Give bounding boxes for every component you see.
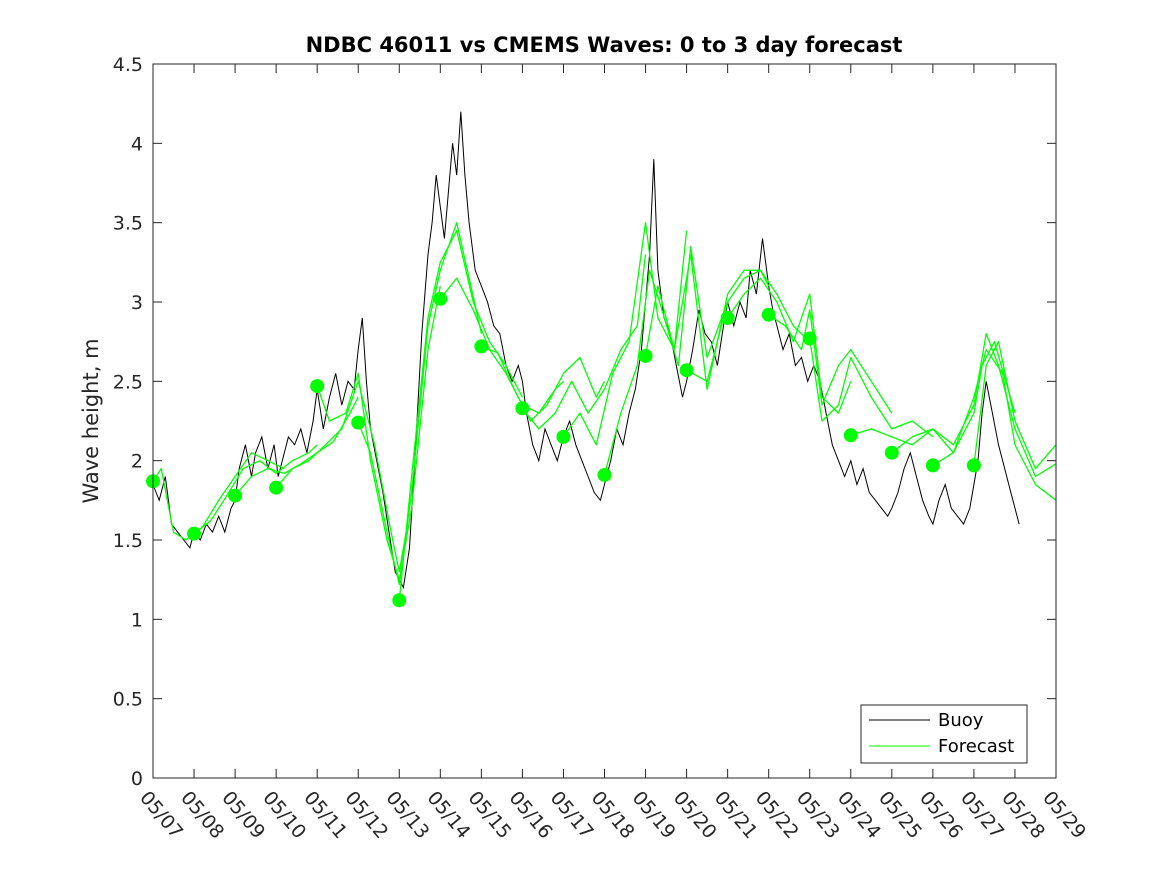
x-tick-label: 05/18 (587, 787, 639, 843)
y-tick-label: 4.5 (113, 54, 143, 76)
forecast-start-point (433, 291, 448, 306)
forecast-start-point (843, 428, 858, 443)
forecast-start-point (638, 348, 653, 363)
x-tick-label: 05/25 (874, 787, 926, 843)
forecast-run-0 (152, 452, 285, 541)
forecast-start-point (269, 480, 284, 495)
forecast-start-point (556, 429, 571, 444)
x-tick-label: 05/13 (381, 787, 433, 843)
forecast-run-10 (562, 222, 688, 446)
forecast-run-15 (768, 309, 893, 414)
chart-title: NDBC 46011 vs CMEMS Waves: 0 to 3 day fo… (306, 33, 903, 57)
y-tick-label: 0.5 (113, 689, 143, 711)
forecast-start-point (351, 415, 366, 430)
x-tick-label: 05/22 (751, 787, 803, 843)
y-tick-label: 1.5 (113, 530, 143, 552)
x-tick-label: 05/09 (217, 787, 269, 843)
x-tick-label: 05/29 (1038, 787, 1090, 843)
y-tick-label: 0 (131, 768, 143, 790)
forecast-run-13 (686, 269, 811, 382)
forecast-start-point (474, 339, 489, 354)
y-tick-label: 2 (131, 451, 143, 473)
legend-label-forecast: Forecast (938, 736, 1014, 757)
legend-box (860, 704, 1028, 764)
forecast-run-12 (644, 253, 770, 390)
series-forecast (152, 222, 1057, 601)
forecast-start-point (310, 379, 325, 394)
x-tick-label: 05/14 (422, 787, 474, 843)
forecast-start-points (146, 291, 981, 608)
buoy-line (152, 111, 1020, 590)
forecast-start-point (966, 458, 981, 473)
x-tick-label: 05/26 (915, 787, 967, 843)
forecast-run-11 (603, 245, 729, 476)
series-buoy (152, 111, 1020, 590)
y-tick-label: 1 (131, 609, 143, 631)
forecast-run-3 (275, 380, 409, 573)
forecast-run-7 (439, 277, 564, 414)
forecast-start-point (228, 488, 243, 503)
x-tick-label: 05/11 (299, 787, 351, 843)
x-tick-label: 05/21 (710, 787, 762, 843)
x-tick-label: 05/28 (997, 787, 1049, 843)
forecast-run-4 (316, 285, 441, 581)
x-tick-label: 05/10 (258, 787, 310, 843)
x-tick-label: 05/08 (176, 787, 228, 843)
forecast-start-point (720, 310, 735, 325)
forecast-run-20 (973, 341, 1057, 470)
y-tick-label: 3 (131, 292, 143, 314)
forecast-run-19 (932, 348, 1057, 501)
legend-label-buoy: Buoy (938, 710, 984, 731)
forecast-start-point (884, 445, 899, 460)
forecast-run-2 (234, 396, 359, 497)
x-tick-label: 05/20 (669, 787, 721, 843)
plot-area (146, 111, 1057, 608)
forecast-start-point (761, 307, 776, 322)
forecast-run-9 (521, 254, 647, 430)
x-tick-label: 05/12 (340, 787, 392, 843)
forecast-start-point (802, 331, 817, 346)
forecast-run-1 (193, 444, 318, 535)
x-tick-label: 05/19 (628, 787, 680, 843)
y-axis: 0 0.5 1 1.5 2 2.5 3 3.5 4 4.5 (113, 54, 1056, 790)
plot-frame (152, 63, 1057, 779)
forecast-start-point (597, 467, 612, 482)
forecast-start-point (392, 593, 407, 608)
forecast-run-14 (727, 277, 852, 414)
forecast-run-16 (809, 338, 934, 438)
y-axis-label: Wave height, m (79, 338, 103, 503)
forecast-run-18 (891, 333, 1057, 478)
x-tick-label: 05/15 (464, 787, 516, 843)
forecast-start-point (515, 401, 530, 416)
forecast-start-point (679, 363, 694, 378)
y-tick-label: 2.5 (113, 371, 143, 393)
x-tick-label: 05/16 (505, 787, 557, 843)
x-tick-label: 05/17 (546, 787, 598, 843)
x-tick-label: 05/23 (792, 787, 844, 843)
y-tick-label: 3.5 (113, 213, 143, 235)
x-tick-label: 05/07 (135, 787, 187, 843)
y-tick-label: 4 (131, 133, 143, 155)
forecast-run-8 (481, 345, 606, 422)
x-tick-label: 05/27 (956, 787, 1008, 843)
x-tick-label: 05/24 (833, 787, 885, 843)
forecast-start-point (925, 458, 940, 473)
legend: Buoy Forecast (860, 704, 1028, 764)
forecast-start-point (187, 526, 202, 541)
forecast-run-5 (357, 222, 483, 586)
